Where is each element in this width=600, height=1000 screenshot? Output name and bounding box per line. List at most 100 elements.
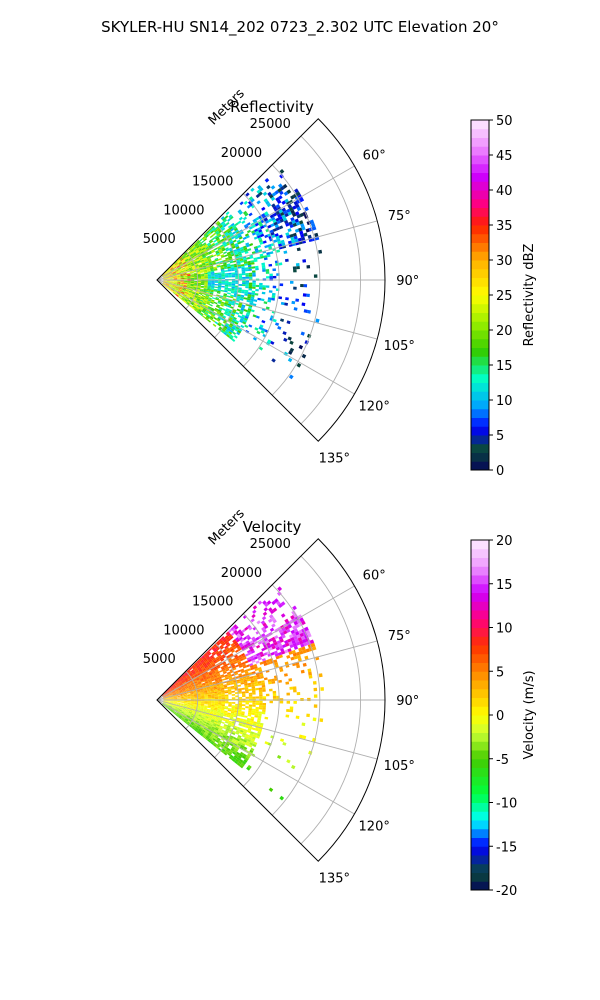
data-cell [189, 297, 193, 300]
data-cell [214, 696, 219, 698]
data-cell [301, 236, 306, 241]
data-cell [178, 288, 183, 291]
data-cell [246, 719, 251, 723]
data-cell [241, 267, 245, 270]
data-cell [248, 646, 253, 650]
data-cell [299, 230, 304, 235]
data-cell [241, 687, 245, 690]
data-cell [218, 248, 222, 252]
data-cell [197, 703, 201, 705]
data-cell [202, 668, 207, 672]
data-cell [193, 673, 198, 677]
data-cell [263, 677, 268, 681]
data-cell [219, 680, 223, 684]
data-cell [241, 289, 246, 292]
data-cell [300, 669, 305, 674]
data-cell [195, 250, 200, 254]
data-cell [206, 667, 210, 671]
data-cell [318, 673, 323, 678]
data-cell [254, 248, 259, 252]
data-cell [179, 682, 183, 686]
data-cell [192, 291, 196, 294]
data-cell [238, 273, 243, 276]
data-cell [204, 311, 209, 315]
data-cell [198, 263, 203, 266]
data-cell [189, 717, 193, 720]
data-cell [196, 665, 200, 669]
data-cell [207, 250, 212, 254]
data-cell [223, 293, 228, 296]
data-cell [286, 628, 291, 633]
data-cell [223, 224, 227, 228]
data-cell [247, 264, 252, 268]
data-cell [202, 265, 207, 268]
data-cell [283, 337, 288, 342]
data-cell [183, 720, 187, 724]
data-cell [291, 239, 296, 244]
data-cell [204, 273, 208, 276]
data-cell [169, 704, 173, 706]
data-cell [211, 250, 216, 254]
data-cell [181, 711, 185, 714]
data-cell [220, 329, 225, 334]
data-cell [200, 259, 205, 262]
data-cell [257, 600, 263, 605]
data-cell [217, 709, 221, 712]
data-cell [204, 298, 208, 301]
data-cell [196, 259, 201, 262]
data-cell [193, 286, 198, 288]
data-cell [187, 274, 191, 276]
data-cell [190, 281, 195, 283]
data-cell [181, 266, 185, 269]
data-cell [201, 261, 205, 264]
data-cell [241, 271, 246, 274]
data-cell [197, 692, 201, 695]
data-cell [204, 252, 209, 256]
data-cell [181, 717, 186, 720]
data-cell [255, 216, 260, 221]
data-cell [216, 711, 221, 714]
data-cell [192, 266, 196, 268]
data-cell [210, 676, 215, 680]
data-cell [271, 358, 276, 363]
data-cell [197, 310, 201, 314]
data-cell [207, 704, 212, 707]
data-cell [287, 228, 292, 233]
data-cell [170, 267, 174, 271]
data-cell [207, 692, 212, 694]
data-cell [243, 739, 248, 743]
data-cell [217, 288, 222, 290]
data-cell [199, 313, 203, 317]
data-cell [203, 269, 208, 272]
data-cell [201, 701, 205, 703]
data-cell [183, 281, 188, 283]
data-cell [178, 289, 182, 292]
data-cell [179, 271, 183, 273]
data-cell [242, 732, 247, 736]
data-cell [297, 657, 302, 662]
data-cell [302, 662, 307, 667]
data-cell [184, 252, 189, 256]
data-cell [238, 741, 243, 745]
data-cell [292, 625, 297, 630]
data-cell [170, 687, 174, 690]
data-cell [226, 648, 231, 652]
data-cell [208, 726, 212, 729]
data-cell [248, 744, 253, 748]
data-cell [272, 639, 277, 644]
data-cell [244, 267, 249, 270]
data-cell [301, 620, 306, 626]
data-cell [170, 710, 173, 713]
colorbar-segment [471, 216, 489, 226]
data-cell [189, 253, 193, 257]
data-cell [177, 277, 181, 279]
data-cell [199, 664, 204, 668]
data-cell [170, 268, 174, 271]
data-cell [209, 711, 214, 714]
data-cell [214, 735, 218, 739]
data-cell [228, 257, 233, 261]
data-cell [201, 240, 205, 244]
data-cell [176, 703, 181, 705]
data-cell [252, 675, 257, 679]
data-cell [182, 270, 187, 273]
